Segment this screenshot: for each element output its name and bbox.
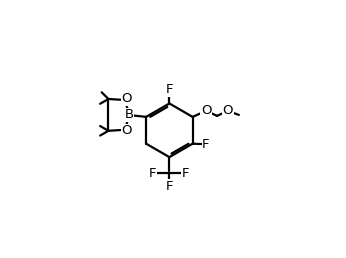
Text: O: O — [121, 92, 132, 105]
Text: B: B — [125, 108, 134, 122]
Text: O: O — [121, 125, 132, 138]
Text: F: F — [149, 166, 157, 180]
Text: O: O — [201, 104, 211, 117]
Text: O: O — [223, 104, 233, 117]
Text: F: F — [202, 138, 210, 151]
Text: F: F — [166, 180, 173, 193]
Text: F: F — [166, 83, 173, 96]
Text: F: F — [182, 166, 190, 180]
